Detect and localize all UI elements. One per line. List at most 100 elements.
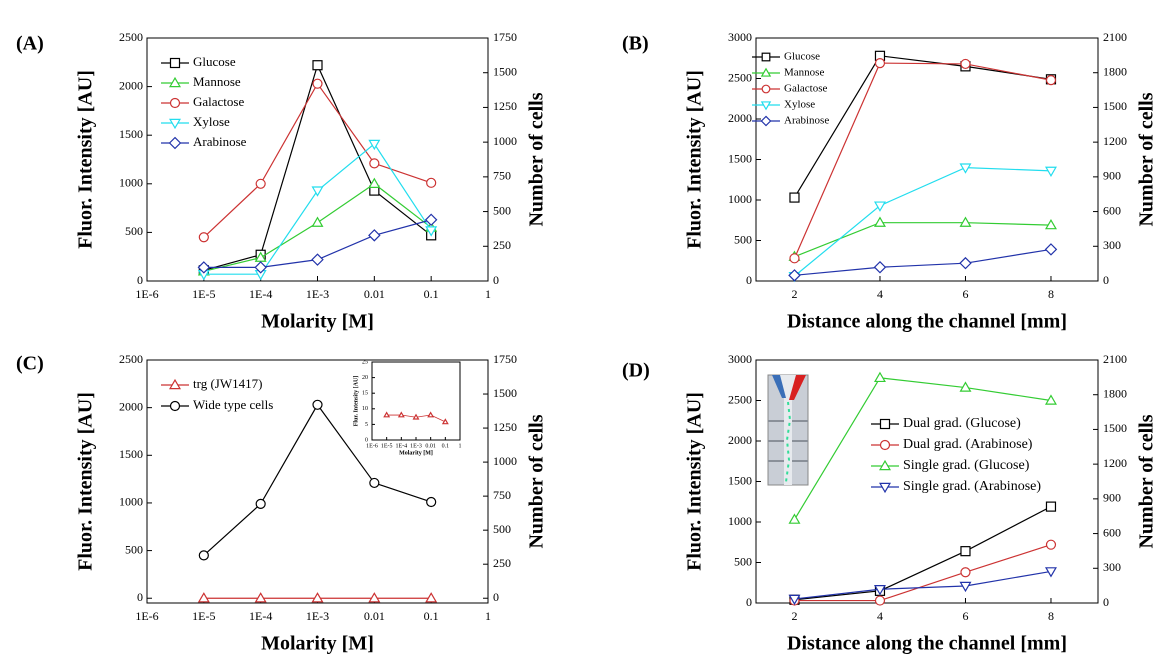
marker [788, 594, 801, 606]
x-tick-label: 1E-6 [135, 287, 158, 301]
x-tick-label: 0.01 [364, 287, 385, 301]
channel-image [767, 374, 809, 486]
marker [1044, 567, 1057, 578]
y-tick-label: 2000 [728, 111, 752, 125]
legend-label: Single grad. (Arabinose) [903, 479, 1041, 494]
y2-tick-label: 1000 [493, 454, 517, 468]
y-tick-label: 2500 [728, 392, 752, 406]
series-line [793, 55, 1052, 198]
legend-label: Dual grad. (Arabinose) [903, 437, 1033, 452]
marker [312, 78, 323, 89]
panel-label: (D) [622, 360, 650, 382]
marker [254, 592, 267, 603]
legend-marker [169, 400, 181, 412]
marker [198, 550, 209, 561]
y2-tick-label: 600 [1103, 525, 1121, 539]
y-tick-label: 500 [734, 554, 752, 568]
y2-tick-label: 750 [493, 169, 511, 183]
y2-tick-label: 1200 [1103, 134, 1127, 148]
y-tick-label: 5 [365, 422, 368, 428]
y2-tick-label: 1500 [1103, 99, 1127, 113]
y-tick-label: 1500 [119, 447, 143, 461]
y-tick-label: 500 [125, 224, 143, 238]
y2-tick-label: 300 [1103, 560, 1121, 574]
y2-tick-label: 500 [493, 522, 511, 536]
y2-tick-label: 0 [493, 273, 499, 287]
x-tick-label: 1E-3 [306, 609, 329, 623]
legend-marker [761, 52, 771, 62]
y-tick-label: 0 [746, 595, 752, 609]
legend-label: Single grad. (Glucose) [903, 458, 1030, 473]
legend-marker [879, 439, 891, 451]
marker [873, 260, 887, 274]
marker [397, 411, 405, 418]
y-tick-label: 2000 [119, 399, 143, 413]
y-tick-label: 1000 [728, 514, 752, 528]
y-tick-label: 1000 [728, 192, 752, 206]
marker [960, 546, 971, 557]
series-line [794, 544, 1052, 602]
x-tick-label: 1E-3 [306, 287, 329, 301]
legend-marker [169, 57, 181, 69]
y2-tick-label: 1250 [493, 99, 517, 113]
legend-label: Xylose [193, 114, 230, 129]
marker [959, 381, 972, 392]
marker [368, 229, 381, 242]
y-tick-label: 0 [137, 273, 143, 287]
x-tick-label: 4 [877, 287, 883, 301]
series-line [794, 570, 1052, 600]
y2-tick-label: 1250 [493, 420, 517, 434]
y-axis-label: Fluor. Intensity [AU] [75, 70, 97, 249]
x-axis-label: Molarity [M] [399, 450, 433, 456]
marker [369, 158, 380, 169]
y-tick-label: 1000 [119, 495, 143, 509]
y-tick-label: 0 [137, 590, 143, 604]
marker [311, 186, 324, 197]
y2-tick-label: 0 [1103, 595, 1109, 609]
x-tick-label: 2 [791, 287, 797, 301]
marker [412, 413, 420, 420]
y-tick-label: 0 [365, 437, 368, 443]
marker [427, 411, 435, 418]
marker [254, 261, 267, 274]
y2-axis-label: Number of cells [1136, 414, 1158, 548]
y2-tick-label: 600 [1103, 203, 1121, 217]
y2-tick-label: 1500 [1103, 421, 1127, 435]
panel-label: (A) [16, 33, 44, 55]
x-tick-label: 1E-5 [381, 443, 393, 449]
y2-tick-label: 250 [493, 238, 511, 252]
marker [959, 256, 972, 270]
legend-marker [879, 459, 891, 471]
marker [383, 411, 391, 418]
y-tick-label: 500 [734, 232, 752, 246]
marker [1045, 539, 1057, 550]
y2-tick-label: 0 [493, 590, 499, 604]
y-axis-label: Fluor. Intensity [AU] [75, 392, 97, 571]
marker [424, 213, 438, 227]
marker [425, 592, 438, 603]
legend-label: Galactose [193, 94, 244, 109]
x-axis-label: Distance along the channel [mm] [787, 633, 1067, 655]
y-tick-label: 0 [746, 273, 752, 287]
y2-tick-label: 1000 [493, 134, 517, 148]
legend-label: Galactose [784, 83, 827, 95]
legend-marker [169, 118, 181, 130]
panel-label: (B) [622, 33, 649, 55]
series-line [794, 222, 1051, 258]
y-tick-label: 15 [362, 391, 368, 397]
y-tick-label: 2000 [119, 78, 143, 92]
marker [311, 216, 324, 227]
series-line [794, 506, 1052, 601]
y-tick-label: 10 [362, 406, 368, 412]
x-axis-label: Molarity [M] [261, 633, 374, 655]
x-tick-label: 0.1 [424, 609, 439, 623]
legend-label: trg (JW1417) [193, 376, 262, 391]
y-tick-label: 2500 [119, 352, 143, 366]
marker [441, 418, 449, 425]
y-tick-label: 1500 [728, 473, 752, 487]
marker [874, 58, 886, 69]
x-tick-label: 1 [485, 609, 491, 623]
y-tick-label: 3000 [728, 352, 752, 366]
x-tick-label: 6 [962, 287, 968, 301]
